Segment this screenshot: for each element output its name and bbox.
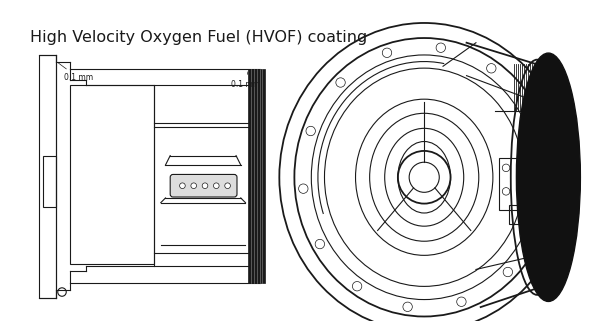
Circle shape	[225, 183, 230, 189]
Bar	[500, 159, 532, 210]
Circle shape	[179, 183, 185, 189]
Circle shape	[202, 183, 208, 189]
Text: 0.1 mm: 0.1 mm	[59, 63, 93, 82]
FancyBboxPatch shape	[170, 174, 237, 197]
Text: 0.1 mm: 0.1 mm	[231, 72, 261, 89]
Ellipse shape	[516, 53, 580, 302]
Bar	[69, 85, 154, 264]
Bar	[43, 156, 56, 207]
Bar	[39, 55, 56, 298]
Text: High Velocity Oxygen Fuel (HVOF) coating: High Velocity Oxygen Fuel (HVOF) coating	[30, 30, 367, 45]
Circle shape	[213, 183, 219, 189]
Bar	[509, 206, 532, 224]
Circle shape	[191, 183, 197, 189]
Bar	[248, 69, 265, 283]
